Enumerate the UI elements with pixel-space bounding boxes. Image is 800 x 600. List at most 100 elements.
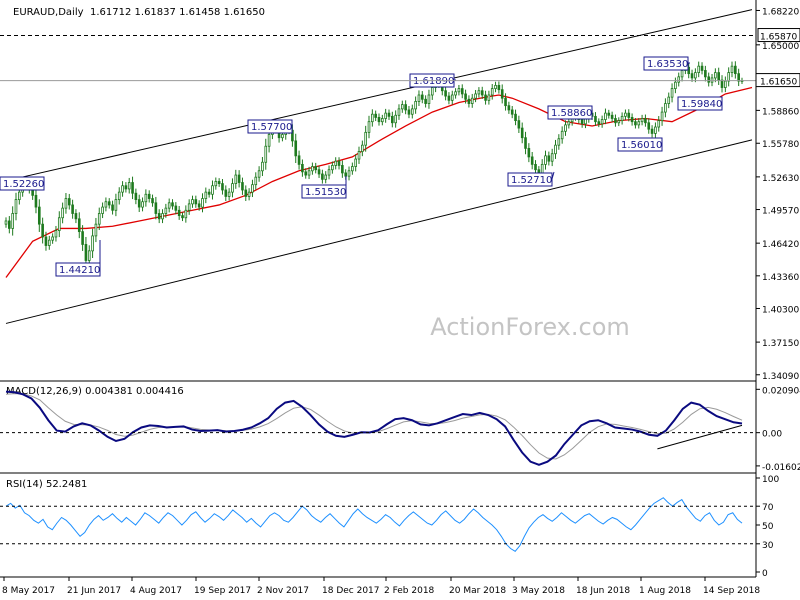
candle-body — [71, 204, 74, 214]
candle-body — [500, 89, 504, 99]
candle-body — [597, 121, 601, 125]
candle-body — [610, 114, 614, 119]
candle-body — [460, 88, 464, 95]
macd-axis-label: 0.020904 — [762, 386, 800, 396]
candle-body — [141, 201, 144, 208]
rsi-axis-label: 100 — [762, 475, 779, 485]
annotation-box — [643, 56, 689, 71]
candle-body — [504, 97, 507, 107]
candle-body — [477, 90, 481, 95]
candle-body — [564, 124, 567, 132]
annotation-box — [0, 176, 45, 191]
candle-body — [487, 94, 491, 101]
candle-body — [361, 144, 364, 152]
price-annotations: 1.52260 1.44210 1.57700 1.51530 1.61890 1.527… — [0, 56, 723, 277]
candle-body — [314, 166, 318, 171]
price-header-ohlc: 1.61712 1.61837 1.61458 1.61650 — [90, 7, 265, 18]
candle-body — [714, 72, 717, 79]
candle-body — [324, 174, 328, 180]
candle-body — [664, 103, 667, 113]
price-axis-label: 1.34090 — [762, 372, 799, 382]
price-axis-label: 1.46420 — [762, 240, 799, 250]
time-axis-label: 20 Mar 2018 — [449, 586, 506, 596]
candle-body — [417, 94, 421, 102]
candle-body — [14, 199, 18, 214]
candle-body — [227, 191, 231, 197]
time-axis-label: 18 Dec 2017 — [322, 586, 380, 596]
candle-body — [104, 201, 108, 208]
candle-body — [617, 120, 621, 124]
rsi-axis-label: 50 — [762, 522, 774, 532]
candle-body — [407, 109, 411, 115]
candle-body — [484, 94, 487, 101]
candle-body — [517, 120, 521, 129]
candle-body — [97, 213, 101, 225]
candle-body — [197, 203, 201, 208]
candle-body — [391, 115, 394, 124]
candle-body — [281, 134, 284, 139]
time-axis-label: 19 Sep 2017 — [194, 586, 251, 596]
candle-body — [171, 202, 174, 207]
candle-body — [347, 170, 351, 177]
candle-body — [344, 172, 348, 177]
price-axis-label: 1.37150 — [762, 339, 799, 349]
candle-body — [560, 130, 564, 140]
candle-body — [424, 98, 427, 104]
annotation-box — [247, 119, 293, 134]
candle-body — [247, 191, 251, 197]
candle-body — [371, 113, 374, 123]
candle-body — [724, 80, 727, 88]
candle-body — [167, 202, 171, 209]
candle-body — [237, 174, 241, 183]
candle-body — [537, 169, 541, 174]
macd-lines — [5, 390, 743, 466]
candle-body — [18, 191, 21, 201]
candle-body — [207, 191, 211, 195]
candle-body — [294, 140, 298, 157]
time-axis: 8 May 2017 21 Jun 2017 4 Aug 2017 19 Sep 20… — [2, 577, 760, 596]
candle-body — [337, 160, 341, 166]
candle-body — [554, 144, 557, 155]
candle-body — [164, 207, 168, 214]
time-axis-label: 4 Aug 2017 — [130, 586, 182, 596]
annotation-box — [301, 184, 347, 199]
candle-body — [174, 205, 178, 211]
time-axis-label: 14 Sep 2018 — [703, 586, 760, 596]
candle-body — [540, 163, 544, 174]
candle-body — [94, 223, 98, 237]
candle-body — [397, 108, 401, 116]
candle-body — [381, 118, 384, 123]
channel-upper-line — [5, 9, 753, 182]
candle-body — [510, 109, 514, 115]
candle-body — [700, 65, 704, 71]
resistance-level-label: 1.65870 — [760, 33, 797, 43]
candle-body — [627, 112, 631, 118]
candle-body — [657, 120, 661, 128]
annotation-label: 1.58860 — [551, 108, 592, 119]
candle-body — [497, 84, 501, 91]
candle-body — [374, 113, 377, 118]
candle-body — [414, 101, 417, 110]
time-axis-label: 21 Jun 2017 — [67, 586, 121, 596]
candle-body — [430, 87, 434, 96]
candle-body — [131, 182, 134, 194]
candle-body — [534, 163, 537, 171]
annotation-label: 1.63530 — [647, 59, 688, 70]
candle-body — [387, 112, 391, 117]
candle-body — [427, 94, 431, 104]
candle-body — [121, 185, 124, 193]
annotation-box — [55, 262, 101, 277]
candle-body — [37, 206, 41, 225]
candle-body — [177, 209, 181, 217]
candle-body — [410, 108, 414, 115]
candle-body — [640, 118, 644, 123]
time-axis-label: 8 May 2017 — [2, 586, 55, 596]
price-axis-label: 1.43360 — [762, 273, 799, 283]
candle-body — [224, 189, 228, 197]
candle-body — [364, 131, 367, 146]
candle-body — [134, 192, 138, 201]
candle-body — [184, 209, 188, 219]
candle-body — [464, 93, 467, 100]
annotation-label: 1.51530 — [305, 187, 346, 198]
annotation-box — [507, 172, 553, 187]
